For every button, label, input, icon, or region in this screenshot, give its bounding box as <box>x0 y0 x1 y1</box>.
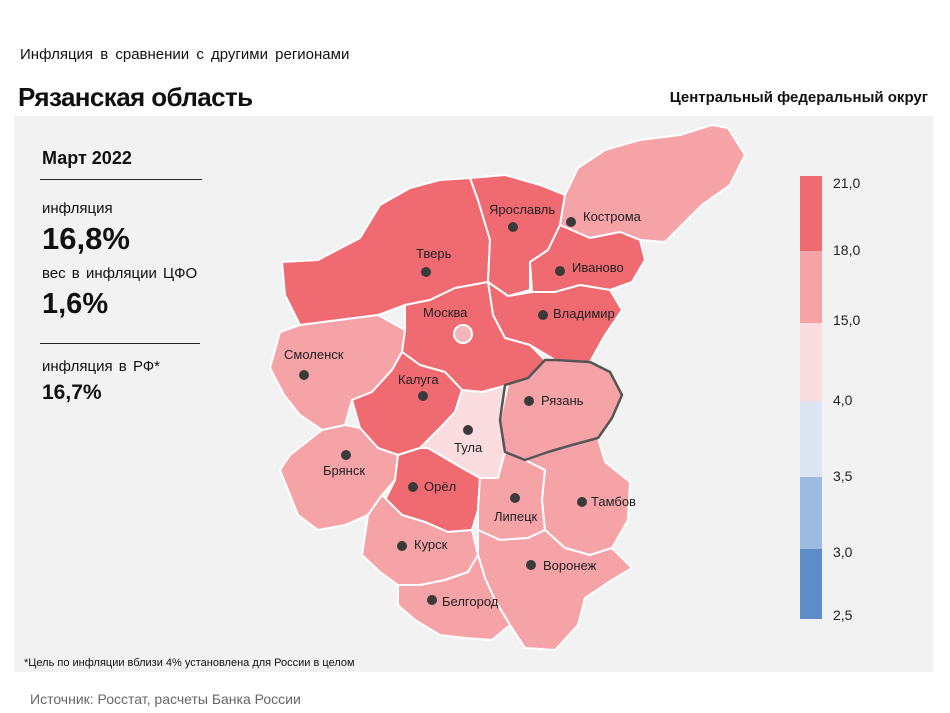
legend-tick-21: 21,0 <box>833 175 860 191</box>
city-dot-kostroma <box>566 217 576 227</box>
region-kostroma[interactable] <box>559 124 746 243</box>
source-line: Источник: Росстат, расчеты Банка России <box>30 691 301 707</box>
footnote: *Цель по инфляции вблизи 4% установлена … <box>24 657 355 669</box>
city-dot-vladimir <box>538 310 548 320</box>
city-dot-tula <box>463 425 473 435</box>
region-belgorod[interactable] <box>397 554 511 641</box>
city-dot-smolensk <box>299 370 309 380</box>
city-label-tver: Тверь <box>416 246 452 261</box>
city-label-yaroslavl: Ярославль <box>489 202 555 217</box>
district-label: Центральный федеральный округ <box>669 89 928 106</box>
city-label-voronezh: Воронеж <box>543 558 597 573</box>
rf-inflation-label: инфляция в РФ* <box>42 358 161 375</box>
legend-bin-18-21 <box>800 176 822 251</box>
page-title: Рязанская область <box>18 82 253 112</box>
city-label-kursk: Курск <box>414 537 448 552</box>
city-label-smolensk: Смоленск <box>284 347 344 362</box>
city-label-tambov: Тамбов <box>591 494 636 509</box>
legend-tick-2-5: 2,5 <box>833 607 853 623</box>
weight-label: вес в инфляции ЦФО <box>42 265 198 282</box>
city-dot-ryazan <box>524 396 534 406</box>
legend-tick-3-5: 3,5 <box>833 468 853 484</box>
period-label: Март 2022 <box>40 148 202 180</box>
city-dot-belgorod <box>427 595 437 605</box>
legend-tick-3: 3,0 <box>833 544 853 560</box>
city-label-kaluga: Калуга <box>398 372 439 387</box>
city-label-tula: Тула <box>454 440 483 455</box>
city-dot-tambov <box>577 497 587 507</box>
city-label-ivanovo: Иваново <box>572 260 624 275</box>
city-dot-bryansk <box>341 450 351 460</box>
color-scale-legend: 21,0 18,0 15,0 4,0 3,5 3,0 2,5 <box>800 175 860 623</box>
ryazan-highlight-outline <box>498 358 624 462</box>
city-label-orel: Орёл <box>424 479 456 494</box>
legend-tick-4: 4,0 <box>833 392 853 408</box>
city-dot-kaluga <box>418 391 428 401</box>
legend-bin-15-18 <box>800 251 822 323</box>
city-label-bryansk: Брянск <box>323 463 365 478</box>
stats-divider <box>40 343 200 344</box>
city-label-kostroma: Кострома <box>583 209 642 224</box>
legend-bin-3-3-5 <box>800 477 822 549</box>
inflation-value: 16,8% <box>42 221 130 256</box>
city-label-moscow: Москва <box>423 305 468 320</box>
city-label-belgorod: Белгород <box>442 594 499 609</box>
city-dot-moscow <box>453 324 473 344</box>
stats-block: Март 2022 инфляция 16,8% вес в инфляции … <box>40 148 205 405</box>
city-dot-yaroslavl <box>508 222 518 232</box>
city-label-lipetsk: Липецк <box>494 509 538 524</box>
city-dot-lipetsk <box>510 493 520 503</box>
legend-tick-18: 18,0 <box>833 242 860 258</box>
inflation-label: инфляция <box>42 200 113 217</box>
weight-value: 1,6% <box>42 288 109 320</box>
city-dot-ivanovo <box>555 266 565 276</box>
legend-bin-4-15 <box>800 323 822 401</box>
city-dot-voronezh <box>526 560 536 570</box>
legend-tick-15: 15,0 <box>833 312 860 328</box>
city-label-ryazan: Рязань <box>541 393 584 408</box>
legend-bin-2-5-3 <box>800 549 822 619</box>
page-subtitle: Инфляция в сравнении с другими регионами <box>20 46 350 63</box>
city-label-vladimir: Владимир <box>553 306 615 321</box>
rf-inflation-value: 16,7% <box>42 381 102 404</box>
legend-bin-3-5-4 <box>800 401 822 477</box>
city-dot-kursk <box>397 541 407 551</box>
city-dot-tver <box>421 267 431 277</box>
city-dot-orel <box>408 482 418 492</box>
